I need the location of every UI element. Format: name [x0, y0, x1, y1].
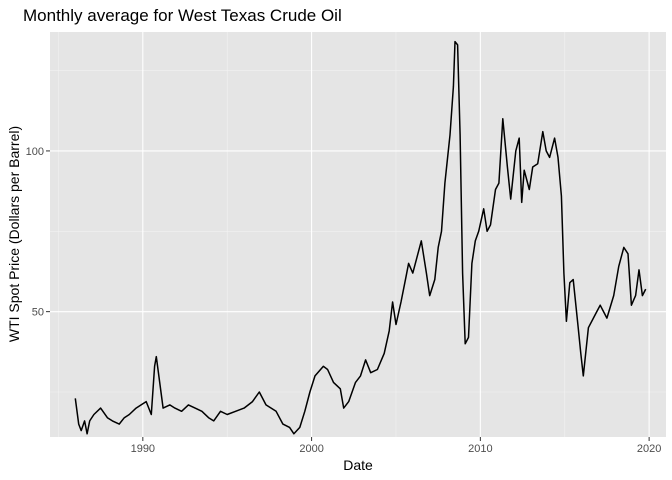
x-axis-title: Date [343, 457, 373, 473]
x-tick-label: 2020 [637, 443, 661, 455]
y-axis-title: WTI Spot Price (Dollars per Barrel) [6, 126, 22, 342]
chart-title: Monthly average for West Texas Crude Oil [23, 6, 342, 25]
x-tick-label: 2000 [299, 443, 323, 455]
x-tick-label: 1990 [131, 443, 155, 455]
x-tick-label: 2010 [468, 443, 492, 455]
y-tick-label: 100 [26, 146, 44, 158]
axis-ticks [46, 150, 650, 441]
minor-gridlines [50, 32, 666, 437]
major-gridlines [50, 32, 666, 437]
wti-price-line [74, 40, 647, 435]
y-tick-label: 50 [32, 307, 44, 319]
axis-tick-labels: 1990 2000 2010 2020 50 100 [26, 146, 662, 455]
